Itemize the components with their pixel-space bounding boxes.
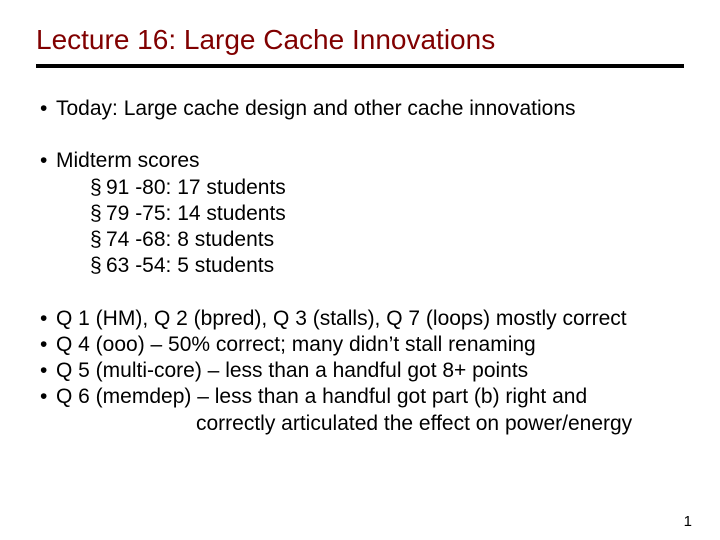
- bullet-today: • Today: Large cache design and other ca…: [40, 96, 684, 122]
- q-row-3: • Q 6 (memdep) – less than a handful got…: [40, 384, 684, 410]
- q-text-3: Q 6 (memdep) – less than a handful got p…: [56, 384, 684, 410]
- score-text-1: 79 -75: 14 students: [106, 201, 286, 227]
- sub-glyph: §: [90, 227, 106, 253]
- q-text-0: Q 1 (HM), Q 2 (bpred), Q 3 (stalls), Q 7…: [56, 306, 684, 332]
- bullet-midterm-text: Midterm scores: [56, 148, 684, 174]
- score-row-1: § 79 -75: 14 students: [90, 201, 684, 227]
- slide-body: • Today: Large cache design and other ca…: [36, 96, 684, 437]
- bullet-today-text: Today: Large cache design and other cach…: [56, 96, 684, 122]
- bullet-glyph: •: [40, 306, 56, 332]
- bullet-glyph: •: [40, 384, 56, 410]
- spacer: [36, 122, 684, 148]
- bullet-glyph: •: [40, 358, 56, 384]
- sub-glyph: §: [90, 201, 106, 227]
- title-underline: [36, 64, 684, 68]
- q-row-0: • Q 1 (HM), Q 2 (bpred), Q 3 (stalls), Q…: [40, 306, 684, 332]
- bullet-midterm: • Midterm scores: [40, 148, 684, 174]
- score-text-3: 63 -54: 5 students: [106, 253, 274, 279]
- score-row-0: § 91 -80: 17 students: [90, 175, 684, 201]
- score-row-2: § 74 -68: 8 students: [90, 227, 684, 253]
- q6-continuation: correctly articulated the effect on powe…: [196, 411, 684, 437]
- score-text-0: 91 -80: 17 students: [106, 175, 286, 201]
- sub-glyph: §: [90, 175, 106, 201]
- q-text-2: Q 5 (multi-core) – less than a handful g…: [56, 358, 684, 384]
- page-number: 1: [684, 513, 692, 530]
- sub-glyph: §: [90, 253, 106, 279]
- bullet-glyph: •: [40, 148, 56, 174]
- bullet-glyph: •: [40, 96, 56, 122]
- q-row-2: • Q 5 (multi-core) – less than a handful…: [40, 358, 684, 384]
- spacer: [36, 280, 684, 306]
- slide-container: Lecture 16: Large Cache Innovations • To…: [0, 0, 720, 437]
- score-text-2: 74 -68: 8 students: [106, 227, 274, 253]
- bullet-glyph: •: [40, 332, 56, 358]
- q-text-1: Q 4 (ooo) – 50% correct; many didn’t sta…: [56, 332, 684, 358]
- score-row-3: § 63 -54: 5 students: [90, 253, 684, 279]
- q-row-1: • Q 4 (ooo) – 50% correct; many didn’t s…: [40, 332, 684, 358]
- slide-title: Lecture 16: Large Cache Innovations: [36, 24, 684, 56]
